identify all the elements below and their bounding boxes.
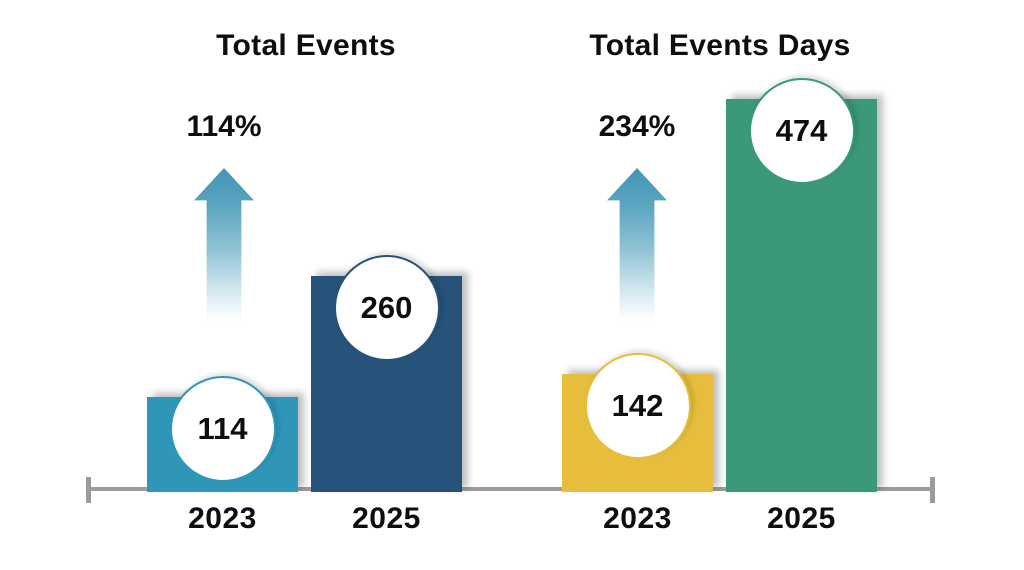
axis-label-2025: 2025: [352, 502, 421, 535]
bar-value: 474: [775, 113, 828, 148]
growth-percent-label: 114%: [186, 110, 262, 143]
value-badge: 474: [748, 78, 855, 184]
value-badge: 114: [169, 376, 276, 482]
bar-2025: 474: [726, 78, 877, 492]
growth-arrow-icon: [194, 168, 254, 322]
bar-value: 142: [611, 388, 664, 423]
chart-title: Total Events: [216, 29, 396, 62]
axis-label-2023: 2023: [188, 502, 257, 535]
bar-2025: 260: [311, 255, 462, 492]
x-axis-left-tick: [86, 477, 91, 503]
bar-value: 114: [197, 411, 248, 446]
x-axis-right-tick: [930, 477, 935, 503]
axis-label-2023: 2023: [603, 502, 672, 535]
value-badge: 142: [584, 353, 691, 459]
bar-2023: 114: [147, 376, 298, 492]
growth-arrow-icon: [607, 168, 667, 322]
chart-title: Total Events Days: [589, 29, 851, 62]
growth-percent-label: 234%: [598, 110, 676, 143]
x-axis-line: [88, 487, 935, 491]
value-badge: 260: [333, 255, 440, 361]
bar-2023: 142: [562, 353, 713, 492]
bar-value: 260: [360, 290, 413, 325]
axis-label-2025: 2025: [767, 502, 836, 535]
